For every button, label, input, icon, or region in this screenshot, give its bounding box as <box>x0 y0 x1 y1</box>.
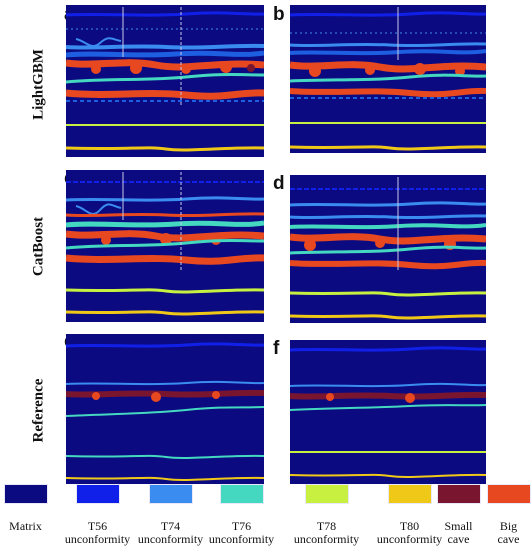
panel-c-catboost-section <box>66 170 264 322</box>
legend-label-t56: T56 unconformity <box>64 519 131 546</box>
panel-b-lightgbm-section <box>290 5 486 153</box>
panel-d-catboost-section <box>290 175 486 323</box>
legend-swatch-t56 <box>75 484 120 504</box>
panel-letter-f: f <box>273 338 280 359</box>
panel-letter-b: b <box>273 4 285 25</box>
legend-swatch-matrix <box>3 484 48 504</box>
panel-e-reference-section <box>66 334 264 484</box>
legend-swatch-big-cave <box>486 484 531 504</box>
legend-label-big-cave: Big cave <box>497 519 520 546</box>
row-label-lightgbm: LightGBM <box>30 49 47 120</box>
legend-label-matrix: Matrix <box>9 519 42 533</box>
row-label-catboost: CatBoost <box>30 216 47 277</box>
legend-label-t78: T78 unconformity <box>293 519 360 546</box>
panel-a-lightgbm-section <box>66 5 264 157</box>
legend-swatch-t78 <box>304 484 349 504</box>
legend-swatch-small-cave <box>436 484 481 504</box>
legend-label-t76: T76 unconformity <box>208 519 275 546</box>
legend-swatch-t80 <box>387 484 432 504</box>
panel-letter-d: d <box>273 173 285 194</box>
legend-label-t74: T74 unconformity <box>137 519 204 546</box>
legend-swatch-t76 <box>219 484 264 504</box>
legend-label-t80: T80 unconformity <box>376 519 443 546</box>
panel-f-reference-section <box>290 340 486 484</box>
legend-label-small-cave: Small cave <box>444 519 473 546</box>
legend-swatch-t74 <box>148 484 193 504</box>
row-label-reference: Reference <box>30 378 47 443</box>
